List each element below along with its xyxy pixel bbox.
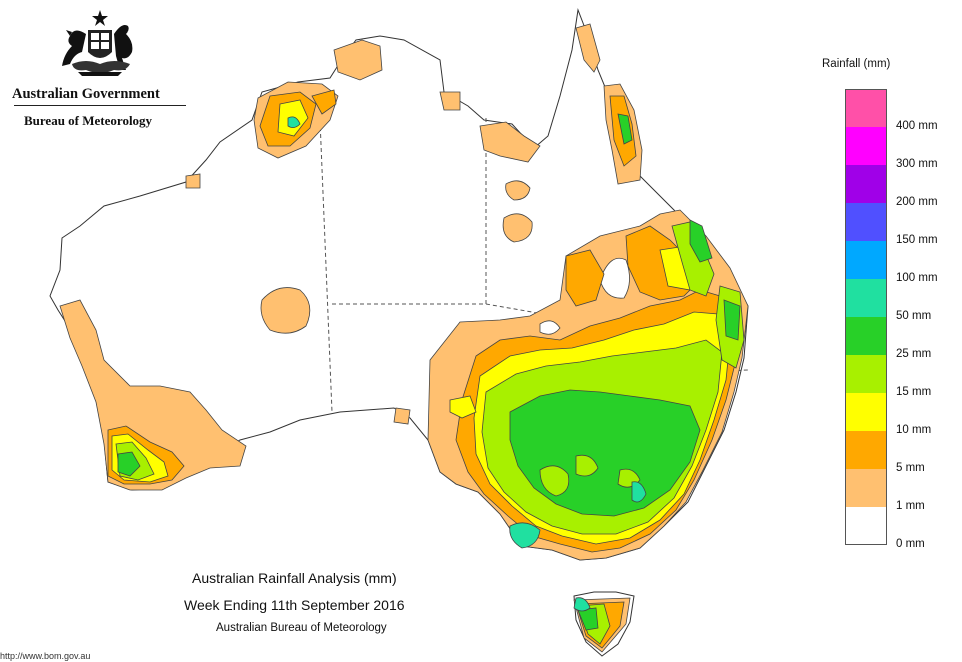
legend-swatch [845,89,887,127]
legend-label: 50 mm [896,310,932,322]
legend-label: 0 mm [896,538,925,550]
bureau-name: Bureau of Meteorology [24,113,153,128]
government-name: Australian Government [12,86,160,102]
source-url[interactable]: http://www.bom.gov.au [0,651,91,661]
map-title: Australian Rainfall Analysis (mm) [192,570,397,586]
legend-label: 5 mm [896,462,925,474]
legend-label: 100 mm [896,272,938,284]
legend-label: 25 mm [896,348,932,360]
rainfall-inner-patches [539,454,641,497]
legend-label: 15 mm [896,386,932,398]
rainfall-0mm-patches [539,257,630,335]
legend-swatch [845,469,887,507]
legend-swatch [845,203,887,241]
legend-swatch [845,127,887,165]
legend-swatch [845,355,887,393]
rainfall-50mm-spots [287,116,647,612]
legend-swatch [845,431,887,469]
legend-color-bar [845,89,887,545]
legend-swatch [845,279,887,317]
legend-label: 300 mm [896,158,938,170]
legend-swatch [845,507,887,545]
legend-label: 1 mm [896,500,925,512]
legend-swatch [845,165,887,203]
logo-divider [14,105,186,106]
legend-label: 10 mm [896,424,932,436]
legend-swatch [845,317,887,355]
legend-title: Rainfall (mm) [822,58,891,70]
legend-swatch [845,241,887,279]
legend-label: 200 mm [896,196,938,208]
map-agency: Australian Bureau of Meteorology [216,622,387,634]
map-week-ending: Week Ending 11th September 2016 [184,597,405,613]
legend-label: 400 mm [896,120,938,132]
legend-label: 150 mm [896,234,938,246]
coat-of-arms-icon [62,10,133,76]
legend-swatch [845,393,887,431]
